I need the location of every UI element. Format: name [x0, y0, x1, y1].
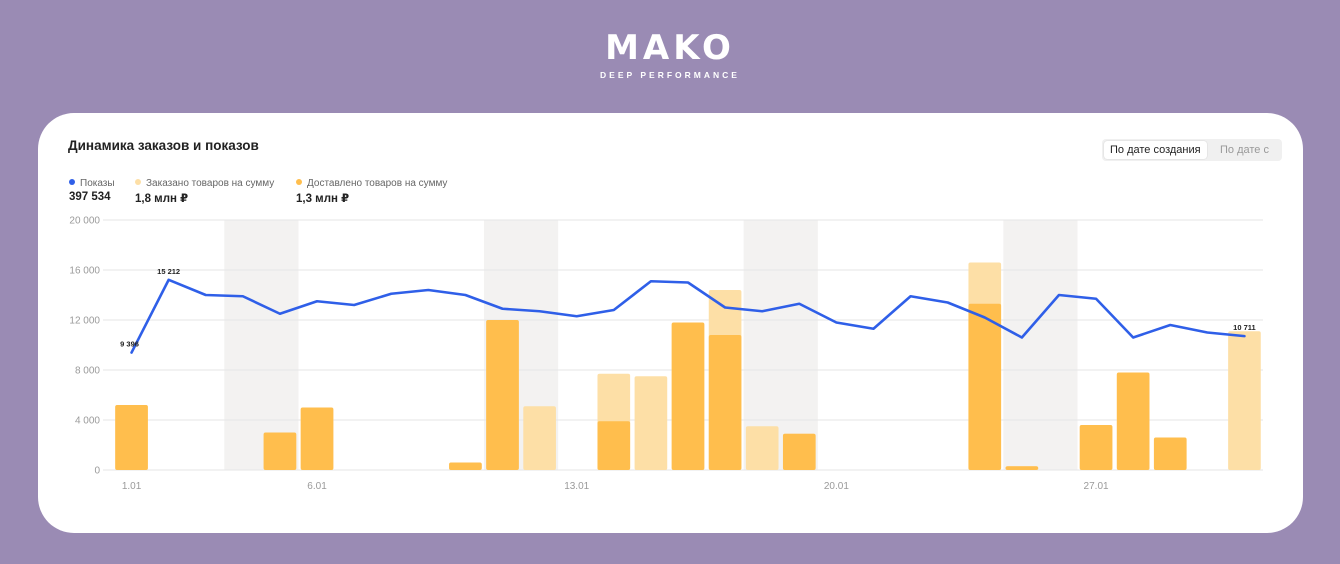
y-tick-label: 4 000 — [75, 416, 100, 427]
bar-ordered — [634, 376, 668, 470]
weekend-band — [1003, 220, 1078, 470]
weekend-band — [224, 220, 299, 470]
x-tick-label: 1.01 — [122, 481, 142, 492]
bar-delivered — [1005, 466, 1039, 470]
bar-delivered — [782, 433, 816, 470]
bar-ordered — [745, 426, 779, 470]
legend-dot-impressions — [69, 179, 75, 185]
y-tick-label: 8 000 — [75, 366, 100, 377]
toggle-by-other-date[interactable]: По дате с — [1220, 144, 1269, 156]
y-tick-label: 20 000 — [69, 216, 100, 227]
legend-label-delivered: Доставлено товаров на сумму — [307, 178, 448, 189]
data-label: 9 396 — [120, 340, 139, 349]
bar-ordered — [1228, 331, 1261, 470]
logo-wordmark: MAKO — [605, 28, 735, 68]
legend-label-ordered: Заказано товаров на сумму — [146, 178, 275, 189]
bar-delivered — [671, 322, 705, 470]
date-mode-toggle: По дате создания По дате с — [1102, 139, 1282, 161]
bar-delivered — [1079, 425, 1113, 470]
bar-delivered — [597, 421, 631, 470]
bar-delivered — [263, 432, 297, 470]
y-tick-label: 0 — [94, 466, 100, 477]
x-tick-label: 20.01 — [824, 481, 849, 492]
bar-delivered — [708, 335, 742, 470]
chart-card: Динамика заказов и показов По дате созда… — [38, 113, 1303, 533]
data-label: 15 212 — [157, 267, 180, 276]
bar-ordered — [523, 406, 556, 470]
y-tick-label: 16 000 — [69, 266, 100, 277]
x-tick-label: 6.01 — [307, 481, 327, 492]
orders-impressions-chart: 0 4 000 8 000 12 000 16 000 20 000 9 396 15 212… — [69, 216, 1263, 492]
legend-value-impressions: 397 534 — [69, 191, 111, 203]
legend-value-ordered: 1,8 млн ₽ — [135, 193, 189, 205]
legend-value-delivered: 1,3 млн ₽ — [296, 193, 350, 205]
y-tick-label: 12 000 — [69, 316, 100, 327]
bar-delivered — [486, 320, 519, 470]
bar-delivered — [1116, 372, 1150, 470]
bar-delivered — [1153, 437, 1187, 470]
line-impressions — [130, 278, 1246, 354]
logo: MAKO DEEP PERFORMANCE — [0, 30, 1340, 80]
legend-label-impressions: Показы — [80, 178, 115, 189]
chart-title: Динамика заказов и показов — [68, 138, 259, 153]
x-tick-label: 13.01 — [564, 481, 589, 492]
bar-delivered — [300, 407, 334, 470]
logo-tagline: DEEP PERFORMANCE — [600, 70, 740, 80]
bar-delivered — [968, 303, 1002, 470]
bar-delivered — [115, 405, 148, 470]
x-tick-label: 27.01 — [1084, 481, 1109, 492]
legend-delivered[interactable]: Доставлено товаров на сумму 1,3 млн ₽ — [296, 178, 447, 205]
toggle-by-creation-date[interactable]: По дате создания — [1104, 141, 1207, 159]
legend-impressions[interactable]: Показы 397 534 — [69, 178, 115, 203]
bar-delivered — [449, 462, 482, 470]
legend-ordered[interactable]: Заказано товаров на сумму 1,8 млн ₽ — [135, 178, 274, 205]
data-label: 10 711 — [1233, 323, 1256, 332]
legend-dot-delivered — [296, 179, 302, 185]
legend-dot-ordered — [135, 179, 141, 185]
